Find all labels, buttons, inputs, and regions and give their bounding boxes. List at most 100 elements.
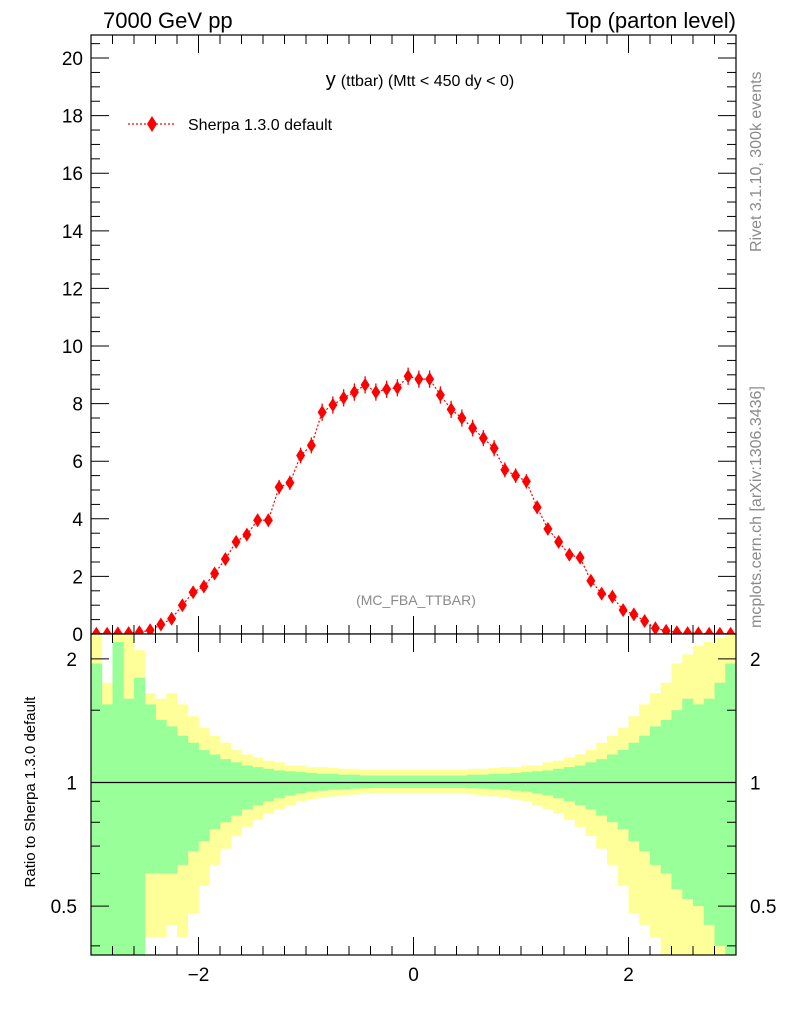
point-marker — [360, 377, 370, 392]
band-inner-bin — [553, 768, 565, 799]
data-point — [210, 566, 220, 581]
point-marker — [564, 547, 574, 562]
mcplots-label: mcplots.cern.ch [arXiv:1306.3436] — [748, 386, 765, 628]
point-marker — [156, 617, 166, 632]
legend: Sherpa 1.3.0 default — [128, 116, 333, 134]
data-point — [425, 370, 435, 388]
point-marker — [328, 398, 338, 413]
data-point — [349, 383, 359, 401]
y-tick-label: 18 — [62, 107, 83, 128]
band-inner-bin — [370, 775, 382, 788]
band-inner-bin — [230, 762, 242, 816]
point-marker — [177, 598, 187, 613]
band-inner-bin — [241, 765, 253, 810]
main-data-points — [91, 367, 736, 641]
band-inner-bin — [327, 773, 339, 790]
y-tick-label: 0 — [72, 625, 83, 646]
point-marker — [640, 614, 650, 629]
data-point — [457, 409, 467, 427]
band-inner-bin — [284, 771, 296, 796]
header-left: 7000 GeV pp — [103, 8, 233, 33]
data-point — [521, 474, 531, 489]
data-point — [285, 475, 295, 491]
band-inner-bin — [714, 682, 726, 946]
band-inner-bin — [413, 775, 425, 788]
band-inner-bin — [628, 742, 640, 842]
band-inner-bin — [198, 749, 210, 842]
band-inner-bin — [521, 772, 533, 792]
point-marker — [349, 385, 359, 400]
band-inner-bin — [693, 704, 705, 907]
point-marker — [554, 534, 564, 549]
data-point — [435, 386, 445, 404]
data-point — [242, 527, 252, 542]
point-marker — [317, 405, 327, 420]
band-inner-bin — [456, 775, 468, 788]
point-marker — [425, 372, 435, 387]
band-inner-bin — [155, 719, 167, 874]
data-point — [607, 589, 617, 604]
data-point — [511, 468, 521, 483]
point-marker — [274, 480, 284, 495]
band-inner-bin — [273, 770, 285, 799]
data-point — [446, 400, 456, 419]
point-marker — [650, 621, 660, 636]
band-inner-bin — [510, 772, 522, 791]
plot-title: y (ttbar) (Mtt < 450 dy < 0) — [326, 69, 514, 91]
point-marker — [285, 475, 295, 490]
point-marker — [468, 421, 478, 436]
point-marker — [296, 448, 306, 463]
band-inner-bin — [703, 698, 715, 925]
main-panel — [91, 35, 736, 634]
ratio-y-tick-label-right: 0.5 — [750, 897, 776, 918]
plot-title-main: y — [326, 69, 336, 91]
data-point — [274, 479, 284, 495]
point-marker — [382, 382, 392, 397]
point-marker — [511, 468, 521, 483]
band-inner-bin — [101, 704, 113, 955]
data-point — [220, 552, 230, 567]
point-marker — [414, 372, 424, 387]
analysis-tag: (MC_FBA_TTBAR) — [356, 592, 476, 608]
band-inner-bin — [349, 774, 361, 789]
point-marker — [575, 550, 585, 565]
data-point — [500, 462, 510, 478]
data-point — [177, 598, 187, 613]
data-point — [468, 419, 478, 437]
band-inner-bin — [650, 726, 662, 865]
band-inner-bin — [596, 759, 608, 816]
data-point — [317, 403, 327, 421]
band-inner-bin — [112, 641, 124, 955]
data-point — [478, 430, 488, 447]
point-marker — [263, 513, 273, 528]
data-point — [360, 376, 370, 394]
band-inner-bin — [177, 735, 189, 865]
point-marker — [242, 527, 252, 542]
point-marker — [500, 462, 510, 477]
ratio-ylabel: Ratio to Sherpa 1.3.0 default — [22, 696, 39, 888]
point-marker — [489, 441, 499, 456]
y-tick-label: 16 — [62, 164, 83, 185]
data-point — [199, 579, 209, 594]
point-marker — [403, 369, 413, 384]
rivet-label: Rivet 3.1.10, 300k events — [748, 71, 765, 252]
main-plot-area — [91, 35, 736, 634]
band-inner-bin — [639, 735, 651, 852]
band-inner-bin — [252, 767, 264, 806]
point-marker — [339, 390, 349, 405]
point-marker — [371, 385, 381, 400]
band-inner-bin — [263, 768, 275, 802]
data-point — [564, 547, 574, 562]
band-inner-bin — [617, 749, 629, 830]
data-point — [296, 447, 306, 464]
point-marker — [532, 500, 542, 515]
point-marker — [607, 589, 617, 604]
point-marker — [618, 603, 628, 618]
point-marker — [188, 585, 198, 600]
point-marker — [597, 586, 607, 601]
x-tick-label: 0 — [408, 965, 419, 986]
point-marker — [629, 607, 639, 622]
data-point — [554, 534, 564, 549]
data-point — [188, 585, 198, 600]
band-inner-bin — [725, 663, 737, 955]
